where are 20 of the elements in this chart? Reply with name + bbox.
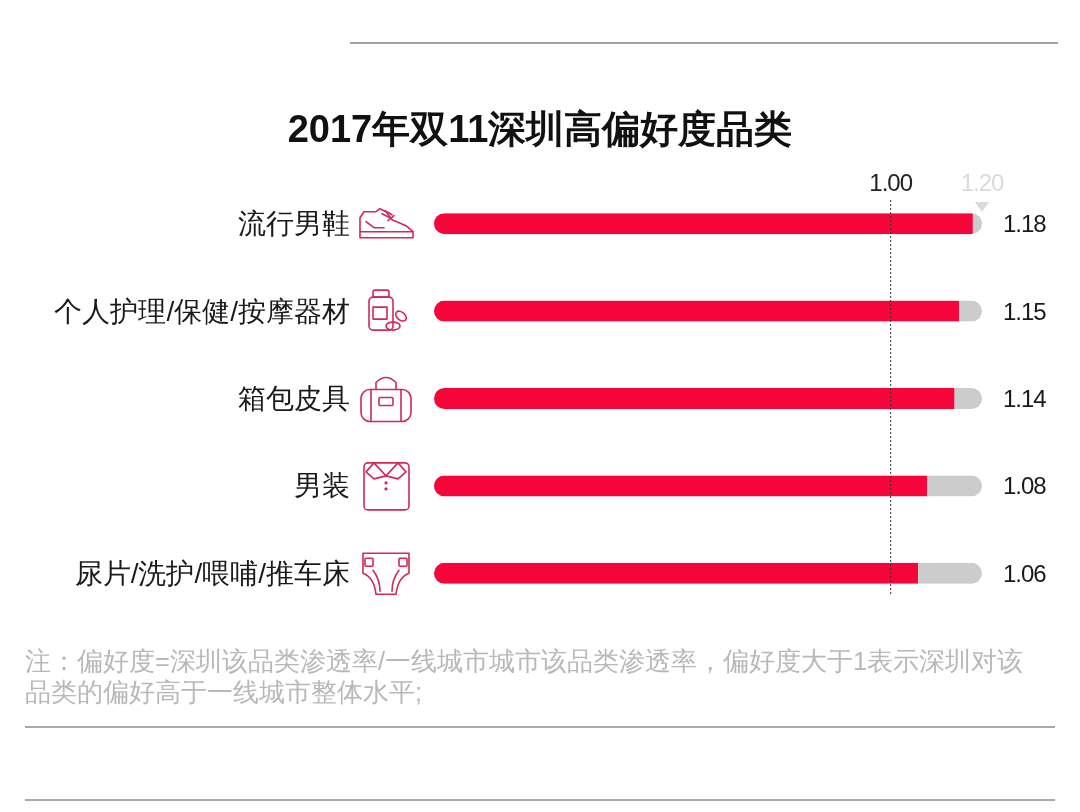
y-tick-label: 流行男鞋 [238, 208, 350, 240]
y-tick-label: 个人护理/保健/按摩器材 [54, 295, 350, 327]
bar [927, 475, 982, 497]
chart-title: 2017年双11深圳高偏好度品类 [287, 108, 793, 150]
text: 注：偏好度=深圳该品类渗透率/一线城市城市该品类渗透率，偏好度大于1表示深圳对该品类的偏好高于一线城市整体水平; [25, 646, 1025, 708]
bar [434, 300, 960, 322]
data-label: 1.06 [1003, 559, 1047, 587]
y-tick-label: 尿片/洗护/喂哺/推车床 [74, 557, 350, 589]
data-label: 1.18 [1003, 210, 1047, 238]
bar [434, 213, 973, 235]
data-label: 1.08 [1003, 472, 1047, 500]
x-tick-label: 1.00 [869, 168, 913, 196]
bar [434, 562, 919, 584]
data-label: 1.14 [1003, 385, 1047, 412]
bar [434, 388, 955, 409]
y-tick-label: 箱包皮具 [238, 383, 350, 414]
data-label: 1.15 [1003, 297, 1047, 325]
bar [434, 475, 928, 497]
bar [918, 562, 982, 584]
y-tick-label: 男装 [294, 470, 350, 502]
